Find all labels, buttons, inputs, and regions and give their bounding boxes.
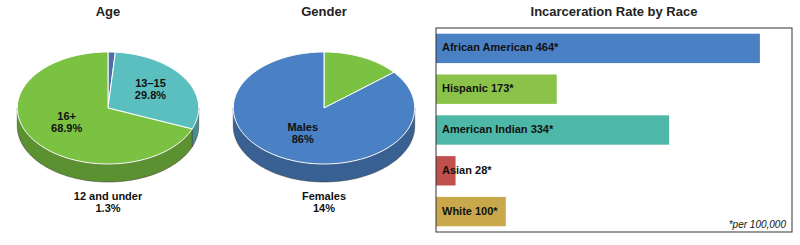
slice-value-label: 14% (313, 202, 335, 214)
slice-label: 13–15 (135, 77, 166, 89)
bar (436, 197, 506, 226)
pie-tops (233, 52, 414, 164)
pie-tops (17, 52, 198, 164)
slice-label: Males (287, 121, 318, 133)
chart-title: Gender (301, 4, 347, 19)
pie-labels: 12 and under1.3% 13–1529.8% 16+68.9% (51, 77, 166, 214)
bar (436, 75, 557, 104)
bars (436, 34, 760, 227)
bar-category-label: American Indian 334* (442, 123, 554, 135)
bar (436, 34, 760, 63)
chart-1: Gender Females14% Males86% (233, 4, 414, 214)
pie-slice (17, 52, 192, 164)
slice-value-label: 29.8% (135, 89, 166, 101)
chart-title: Incarceration Rate by Race (531, 4, 698, 19)
bar-category-label: African American 464* (442, 41, 559, 53)
annotation: *per 100,000 (729, 219, 787, 230)
figure: Age 12 and under1.3% 13–1529.8% 16+68.9% Gen… (0, 0, 800, 245)
bar-category-label: White 100* (442, 205, 498, 217)
bar-category-label: Asian 28* (442, 164, 492, 176)
bar-labels: African American 464* Hispanic 173* Americ… (442, 41, 559, 216)
pie-labels: Females14% Males86% (287, 121, 346, 214)
slice-value-label: 68.9% (51, 122, 82, 134)
slice-value-label: 86% (292, 133, 314, 145)
plot-frame (436, 28, 792, 232)
chart-0: Age 12 and under1.3% 13–1529.8% 16+68.9% (17, 4, 198, 214)
chart-title: Age (96, 4, 121, 19)
pie-slice (233, 52, 414, 164)
slice-label: 12 and under (74, 190, 143, 202)
slice-value-label: 1.3% (95, 202, 120, 214)
slice-label: 16+ (57, 110, 76, 122)
bar (436, 115, 669, 144)
bar-category-label: Hispanic 173* (442, 82, 514, 94)
slice-label: Females (302, 190, 346, 202)
chart-2: Incarceration Rate by Race African Americ… (436, 4, 792, 232)
